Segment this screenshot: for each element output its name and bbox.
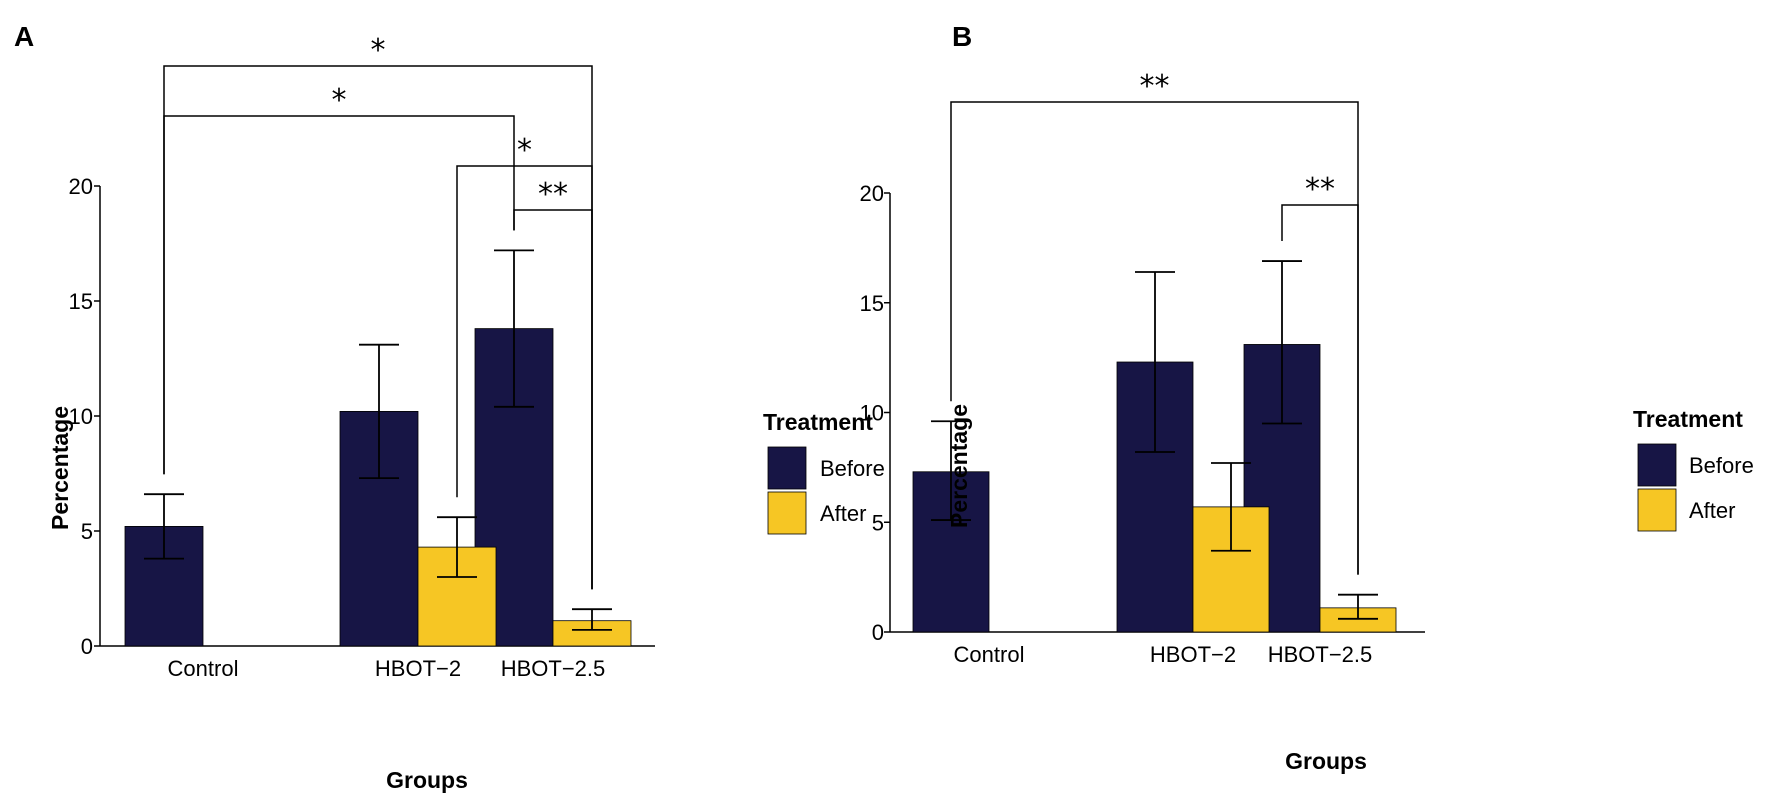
y-tick-label: 20 [69,174,93,199]
y-tick-label: 10 [69,404,93,429]
significance-label: * [332,83,347,118]
panel-label-a: A [14,21,34,52]
x-tick-label: Control [168,656,239,681]
legend-a: Treatment Before After [763,409,885,535]
legend-swatch-before-a [767,446,807,490]
x-axis-title-a: Groups [386,767,468,793]
error-bar [437,516,477,578]
legend-label-after-a: After [820,501,866,526]
error-bar [359,343,399,479]
legend-title-a: Treatment [763,409,873,435]
error-bar [144,493,184,560]
significance-bracket [163,115,515,475]
significance-label: ** [538,177,568,212]
significance-bracket [513,209,593,590]
error-bar [494,249,534,408]
x-tick-label: HBOT−2 [375,656,461,681]
y-tick-label: 0 [81,634,93,659]
y-tick-label: 15 [69,289,93,314]
y-axis-title-a: Percentage [47,406,73,530]
legend-swatch-after-a [767,491,807,535]
significance-label: * [371,33,386,68]
error-bar [572,608,612,631]
x-tick-label: HBOT−2.5 [501,656,606,681]
y-tick-label: 5 [81,519,93,544]
legend-label-before-a: Before [820,456,885,481]
significance-label: * [517,133,532,168]
